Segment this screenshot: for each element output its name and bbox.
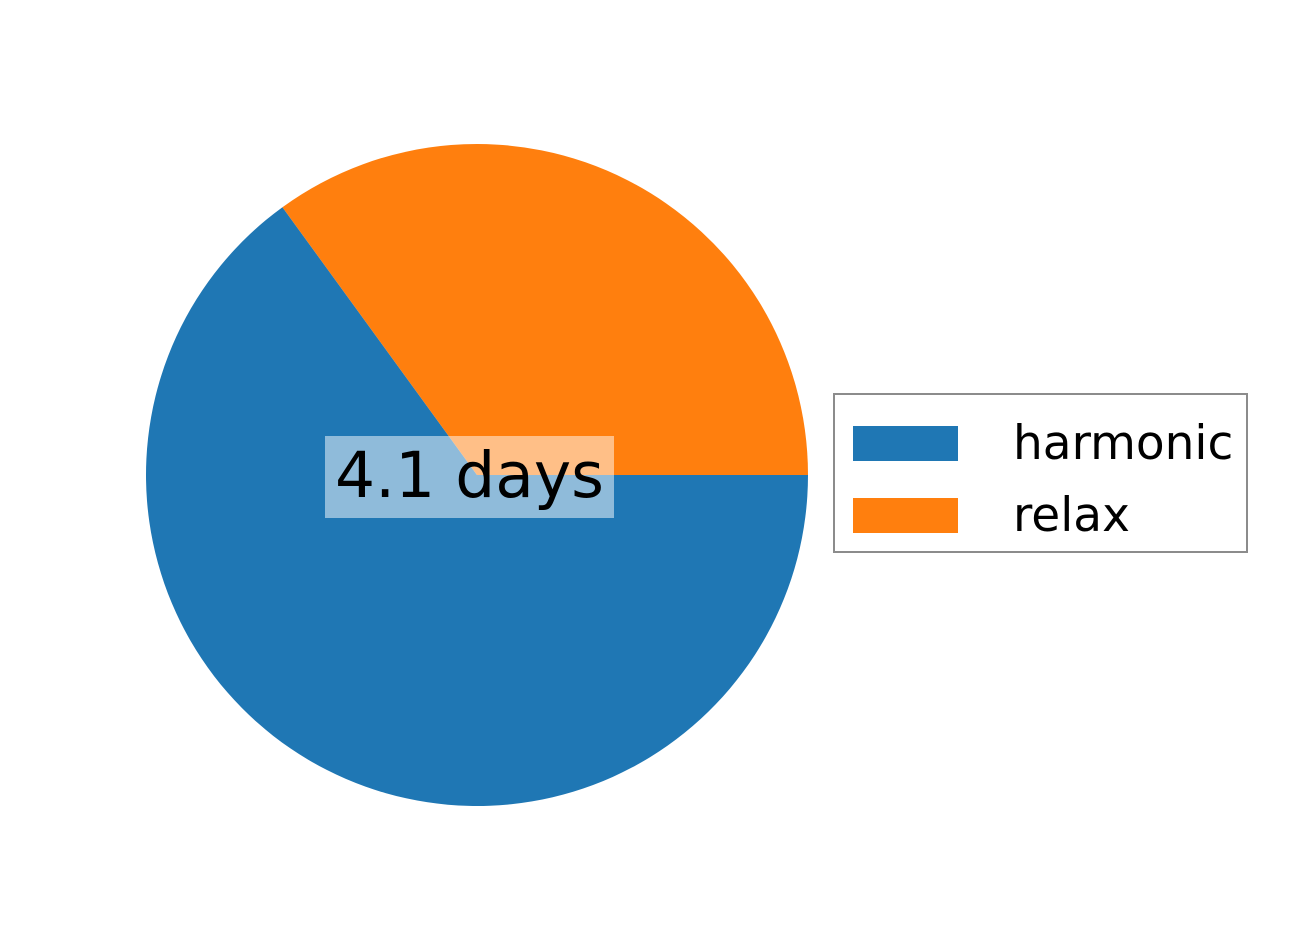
pie-wedge-relax[interactable] [282, 144, 808, 475]
legend-item-harmonic[interactable]: harmonic [853, 420, 1233, 467]
legend-box: harmonic relax [833, 393, 1248, 553]
legend-label-relax: relax [1013, 488, 1130, 543]
legend-swatch-harmonic [853, 426, 958, 461]
legend-item-relax[interactable]: relax [853, 492, 1130, 539]
wedge-value-label: 4.1 days [325, 436, 614, 518]
legend-label-harmonic: harmonic [1013, 416, 1234, 471]
legend-swatch-relax [853, 498, 958, 533]
